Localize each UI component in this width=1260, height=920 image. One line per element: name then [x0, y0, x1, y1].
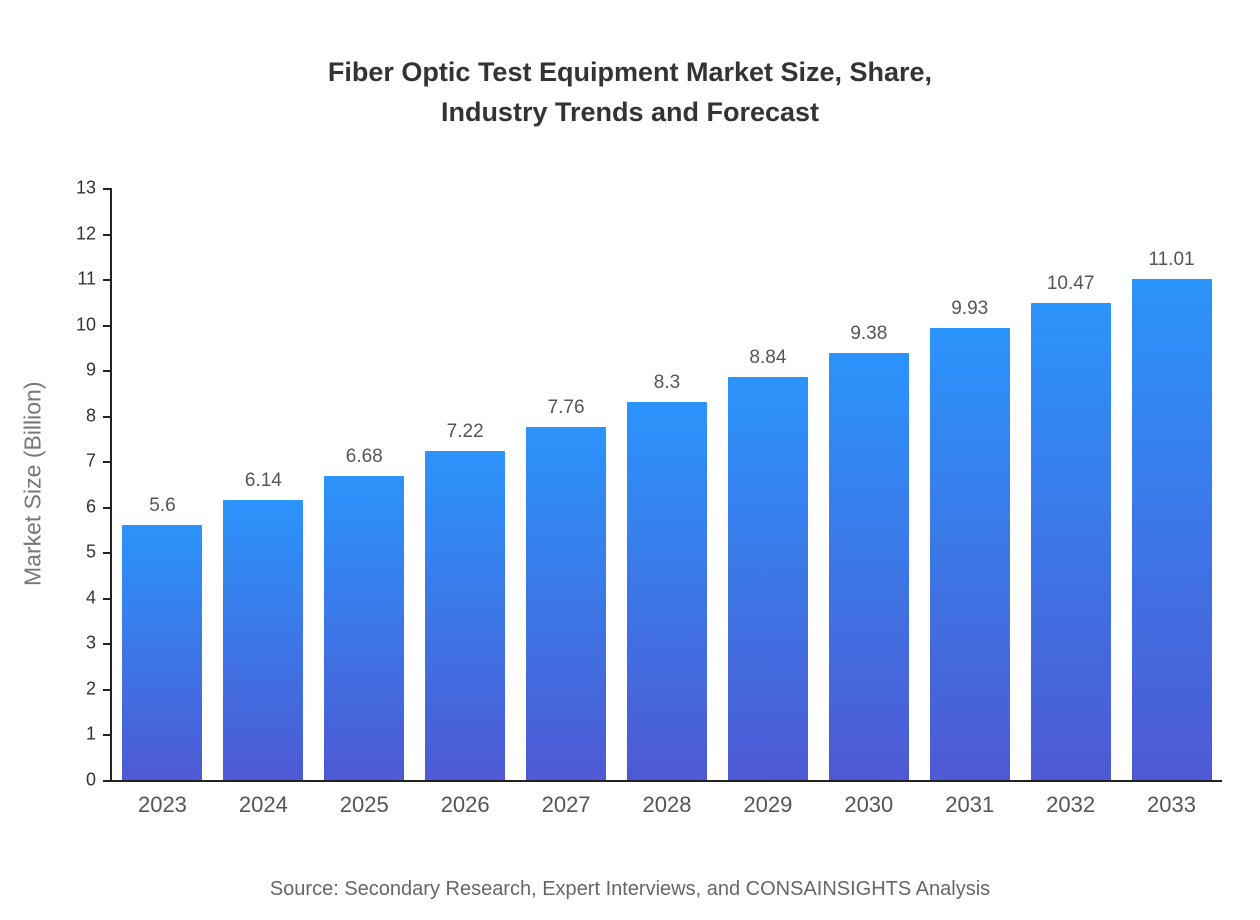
y-tick-label-0: 0: [85, 769, 96, 790]
y-tick-label-4: 4: [85, 587, 96, 608]
x-category-label-2024: 2024: [238, 792, 288, 817]
bar-2027: [526, 426, 607, 780]
y-tick-label-8: 8: [85, 405, 96, 426]
bar-2023: [122, 525, 203, 780]
plot-area: 0 1 2 3 4 5 6 7 8 9 10 11 12 13 5.6 2023 6.14 2024 6.68 202…: [76, 178, 1222, 817]
y-tick-label-3: 3: [85, 632, 96, 653]
bar-2029: [727, 377, 808, 780]
y-tick-mark-8: [103, 415, 112, 418]
y-tick-mark-9: [103, 370, 112, 373]
y-tick-mark-6: [103, 506, 112, 509]
bar-value-label-2030: 9.38: [850, 322, 888, 344]
y-axis-title: Market Size (Billion): [19, 381, 46, 587]
bar-value-label-2028: 8.3: [653, 372, 681, 394]
bar-value-label-2024: 6.14: [244, 470, 282, 492]
x-category-label-2032: 2032: [1046, 792, 1096, 817]
y-tick-label-6: 6: [85, 496, 96, 517]
x-category-label-2030: 2030: [844, 792, 894, 817]
bar-value-label-2025: 6.68: [345, 445, 383, 467]
y-tick-mark-10: [103, 324, 112, 327]
y-tick-label-12: 12: [75, 223, 96, 244]
bar-2033: [1131, 278, 1212, 780]
x-category-label-2028: 2028: [642, 792, 692, 817]
bar-2031: [929, 327, 1010, 780]
y-tick-mark-0: [103, 780, 112, 782]
y-tick-label-2: 2: [85, 678, 96, 699]
y-tick-label-11: 11: [77, 268, 96, 289]
x-category-label-2029: 2029: [743, 792, 793, 817]
x-category-label-2031: 2031: [945, 792, 995, 817]
bar-value-label-2023: 5.6: [149, 494, 176, 516]
bar-2026: [425, 451, 506, 780]
x-category-label-2025: 2025: [339, 792, 389, 817]
bar-2024: [223, 500, 304, 780]
bar-2025: [324, 475, 405, 780]
y-tick-label-1: 1: [85, 723, 96, 744]
x-category-label-2023: 2023: [137, 792, 187, 817]
y-tick-label-5: 5: [85, 541, 96, 562]
chart-title: Fiber Optic Test Equipment Market Size, …: [0, 52, 1260, 132]
y-tick-mark-2: [103, 688, 112, 691]
bar-value-label-2032: 10.47: [1046, 273, 1095, 295]
y-tick-mark-13: [103, 188, 112, 190]
bar-value-label-2029: 8.84: [749, 347, 787, 369]
chart-title-line2: Industry Trends and Forecast: [440, 97, 820, 127]
x-category-label-2026: 2026: [440, 792, 490, 817]
y-tick-mark-11: [103, 279, 112, 282]
y-tick-label-13: 13: [75, 177, 96, 198]
bar-value-label-2026: 7.22: [446, 421, 484, 443]
y-tick-label-7: 7: [85, 450, 96, 471]
bar-2028: [627, 402, 707, 780]
y-tick-mark-3: [103, 643, 112, 646]
y-tick-label-10: 10: [75, 314, 96, 335]
source-attribution: Source: Secondary Research, Expert Inter…: [269, 878, 991, 900]
bar-value-label-2033: 11.01: [1148, 248, 1195, 270]
y-tick-mark-1: [103, 734, 112, 737]
bar-2032: [1030, 303, 1111, 780]
bar-value-label-2031: 9.93: [951, 297, 989, 319]
y-tick-label-9: 9: [85, 359, 96, 380]
chart-title-line1: Fiber Optic Test Equipment Market Size, …: [327, 57, 933, 87]
bar-value-label-2027: 7.76: [547, 396, 585, 418]
y-tick-mark-7: [103, 461, 112, 464]
y-tick-mark-5: [103, 552, 112, 555]
y-tick-mark-12: [103, 233, 112, 236]
x-category-label-2033: 2033: [1147, 792, 1197, 817]
y-tick-mark-4: [103, 597, 112, 600]
bar-2030: [828, 352, 909, 780]
x-category-label-2027: 2027: [541, 792, 591, 817]
